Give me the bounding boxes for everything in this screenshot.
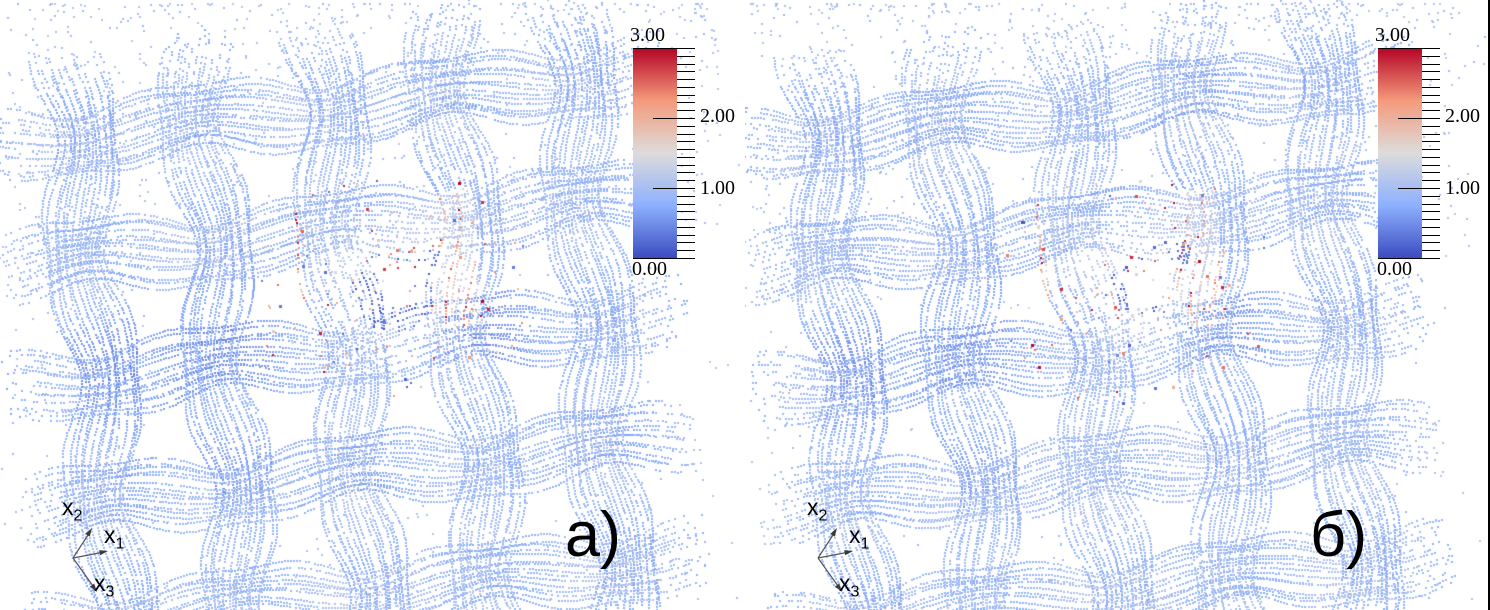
axis-label-x1: x1 xyxy=(849,522,870,553)
axis-label-x2: x2 xyxy=(807,494,828,525)
axis-x1-arrowhead xyxy=(99,550,108,556)
figure-right-border xyxy=(1488,0,1490,610)
point-cloud-view-b xyxy=(745,0,1490,610)
colorbar-tick-label-2: 2.00 xyxy=(1445,105,1480,127)
axis-triad xyxy=(817,528,853,592)
axis-label-x1: x1 xyxy=(104,522,125,553)
axis-label-x2: x2 xyxy=(62,494,83,525)
axis-x3-arrowhead xyxy=(835,583,842,592)
axis-label-x3: x3 xyxy=(839,570,860,601)
colorbar-max-label: 3.00 xyxy=(1375,24,1410,46)
point-cloud-view-a xyxy=(0,0,745,610)
axis-x2-arrowhead xyxy=(85,528,92,537)
colorbar-tick-label-1: 1.00 xyxy=(700,177,735,199)
colorbar-ticks xyxy=(1378,48,1440,259)
colorbar-ticks xyxy=(633,48,695,259)
axis-triad xyxy=(72,528,108,592)
colorbar-tick-label-2: 2.00 xyxy=(700,105,735,127)
axis-label-x3: x3 xyxy=(94,570,115,601)
colorbar-max-label: 3.00 xyxy=(630,24,665,46)
colorbar-gradient xyxy=(633,48,677,258)
colorbar-gradient xyxy=(1378,48,1422,258)
axis-x2-arrowhead xyxy=(830,528,837,537)
panel-caption-a: а) xyxy=(565,500,622,570)
colorbar-min-label: 0.00 xyxy=(1377,258,1412,280)
colorbar-min-label: 0.00 xyxy=(632,258,667,280)
axis-x1-arrowhead xyxy=(844,550,853,556)
panel-caption-b: б) xyxy=(1310,500,1368,570)
colorbar-tick-label-1: 1.00 xyxy=(1445,177,1480,199)
panel-a: 3.00 2.00 1.00 0.00 x2 x1 x3 а) xyxy=(0,0,745,610)
axis-x3-arrowhead xyxy=(90,583,97,592)
panel-b: 3.00 2.00 1.00 0.00 x2 x1 x3 б) xyxy=(745,0,1490,610)
